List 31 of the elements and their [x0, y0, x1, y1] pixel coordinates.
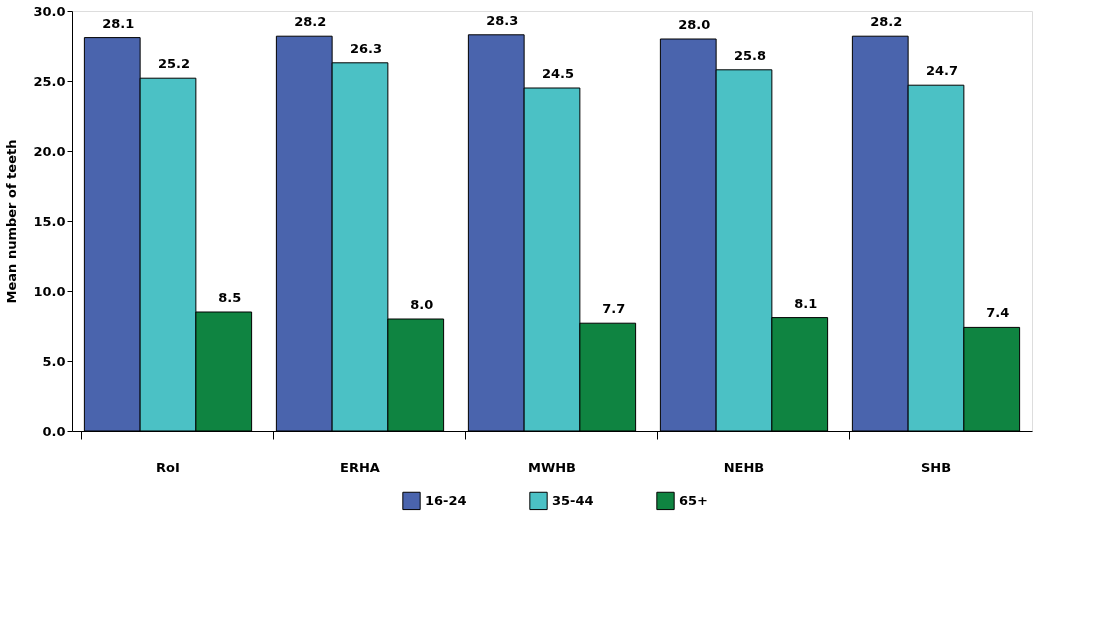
y-tick-label: 15.0: [33, 213, 66, 229]
y-tick-label: 25.0: [33, 73, 66, 89]
data-label: 28.2: [870, 14, 903, 30]
y-tick-label: 30.0: [33, 3, 66, 19]
x-tick-label: RoI: [156, 459, 180, 475]
data-label: 7.4: [986, 305, 1010, 321]
x-tick-label: NEHB: [723, 459, 765, 475]
data-label: 28.3: [486, 12, 519, 28]
data-label: 8.0: [410, 297, 434, 312]
data-label: 24.5: [541, 66, 575, 81]
y-axis-title: Mean number of teeth: [4, 139, 20, 304]
data-label: 8.1: [794, 295, 818, 311]
data-label: 26.3: [349, 40, 383, 56]
y-tick-label: 5.0: [42, 353, 66, 369]
data-label: 8.5: [218, 290, 242, 305]
x-tick-label: MWHB: [527, 459, 577, 475]
y-tick-label: 0.0: [42, 423, 66, 439]
data-label: 24.7: [925, 63, 959, 79]
y-tick-label: 10.0: [33, 283, 66, 299]
legend-label: 65+: [679, 492, 708, 508]
data-label: 28.0: [678, 17, 711, 32]
y-tick-label: 20.0: [33, 143, 66, 159]
x-tick-label: ERHA: [340, 459, 380, 475]
data-label: 25.2: [157, 56, 191, 72]
legend-label: 16-24: [425, 492, 467, 508]
x-tick-label: SHB: [920, 459, 952, 475]
data-label: 7.7: [602, 301, 626, 317]
data-label: 25.8: [733, 47, 767, 63]
legend-label: 35-44: [552, 492, 594, 508]
data-label: 28.1: [102, 15, 135, 31]
data-label: 28.2: [294, 14, 327, 30]
